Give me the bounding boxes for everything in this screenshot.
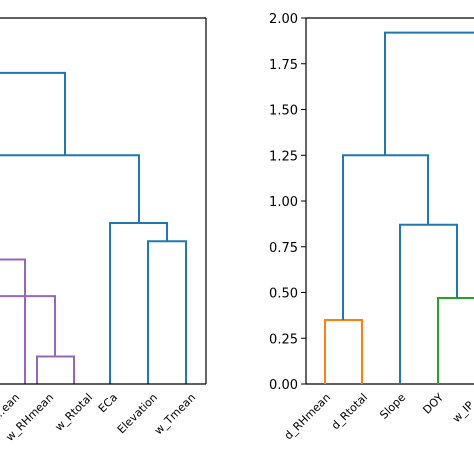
right-link-drh-drtotal [324, 318, 363, 384]
right-link-slope [399, 223, 458, 384]
left-link-eca [109, 221, 168, 384]
right-leaf-label: Slope [377, 391, 408, 422]
right-leaf-label: d_Rtotal [329, 391, 370, 432]
right-y-tick-label: 0.00 [269, 378, 298, 393]
left-link-elev-tmean [147, 240, 187, 384]
right-link-top [384, 31, 474, 156]
left-leaf-label: w_Rtotal [52, 391, 95, 434]
left-link-purple-upper [0, 258, 26, 384]
right-leaf-label: d_RHmean [282, 391, 333, 442]
right-y-tick-label: 0.50 [269, 287, 298, 302]
left-link-rh-rtotal [36, 355, 75, 384]
left-link-purple-mid [0, 295, 56, 357]
right-y-tick-label: 1.00 [269, 195, 298, 210]
right-y-tick-label: 1.50 [269, 104, 298, 119]
right-y-tick-label: 1.25 [269, 149, 298, 164]
right-y-tick-label: 1.75 [269, 58, 298, 73]
left-leaf-label: ECa [96, 391, 120, 415]
left-link-blue-top [0, 71, 66, 156]
right-leaf-label: w_IP… [450, 391, 474, 425]
right-leaf-label: DOY [420, 391, 446, 417]
right-y-tick-label: 0.25 [269, 332, 298, 347]
right-link-doy-wip [437, 296, 474, 384]
right-link-mid [342, 154, 429, 320]
left-link-blue-mid [0, 154, 140, 223]
right-y-tick-label: 0.75 [269, 241, 298, 256]
left-leaf-label: w_Tmean [152, 391, 198, 437]
right-y-tick-label: 2.00 [269, 12, 298, 27]
